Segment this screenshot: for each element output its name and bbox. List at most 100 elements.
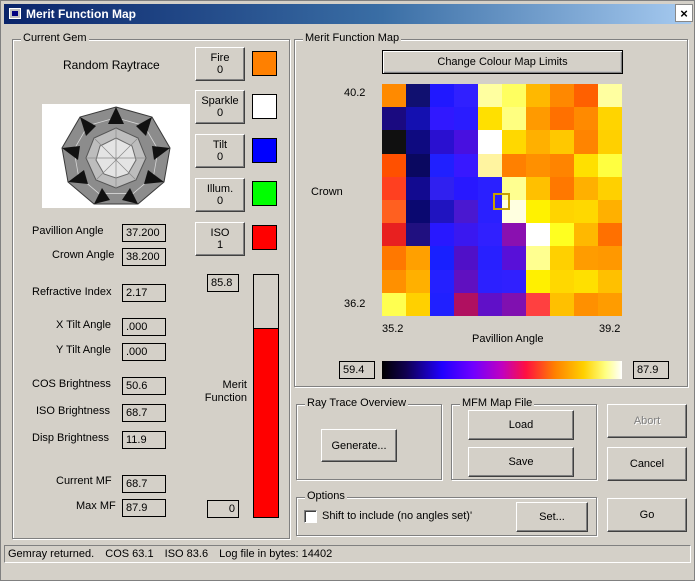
heatmap-cell[interactable]	[598, 223, 622, 247]
heatmap-cell[interactable]	[550, 176, 574, 200]
heatmap-cell[interactable]	[550, 153, 574, 177]
heatmap-cell[interactable]	[598, 84, 622, 108]
illum-weight-button[interactable]: Illum. 0	[195, 178, 245, 212]
heatmap-cell[interactable]	[574, 223, 598, 247]
heatmap-cell[interactable]	[430, 107, 454, 131]
heatmap-cell[interactable]	[382, 153, 406, 177]
iso-weight-button[interactable]: ISO 1	[195, 222, 245, 256]
heatmap-cell[interactable]	[454, 107, 478, 131]
heatmap-cell[interactable]	[454, 292, 478, 316]
load-button[interactable]: Load	[468, 410, 574, 440]
heatmap-cell[interactable]	[430, 269, 454, 293]
heatmap-cell[interactable]	[478, 153, 502, 177]
set-button[interactable]: Set...	[516, 502, 588, 532]
heatmap-cell[interactable]	[502, 153, 526, 177]
heatmap-cell[interactable]	[598, 246, 622, 270]
heatmap-cell[interactable]	[526, 84, 550, 108]
heatmap-cell[interactable]	[526, 107, 550, 131]
heatmap-cell[interactable]	[574, 176, 598, 200]
heatmap-cell[interactable]	[598, 200, 622, 224]
generate-button[interactable]: Generate...	[321, 429, 397, 462]
heatmap-cell[interactable]	[574, 153, 598, 177]
heatmap-cell[interactable]	[526, 200, 550, 224]
heatmap-cell[interactable]	[526, 269, 550, 293]
heatmap-cell[interactable]	[454, 176, 478, 200]
heatmap-cell[interactable]	[502, 269, 526, 293]
heatmap-cell[interactable]	[478, 200, 502, 224]
heatmap-cell[interactable]	[526, 130, 550, 154]
fire-color-swatch[interactable]	[252, 51, 277, 76]
heatmap-cell[interactable]	[598, 130, 622, 154]
go-button[interactable]: Go	[607, 498, 687, 532]
heatmap-cell[interactable]	[598, 269, 622, 293]
heatmap-cell[interactable]	[454, 130, 478, 154]
heatmap-cell[interactable]	[406, 153, 430, 177]
heatmap-cell[interactable]	[406, 107, 430, 131]
heatmap-cell[interactable]	[406, 176, 430, 200]
cancel-button[interactable]: Cancel	[607, 447, 687, 481]
heatmap-cell[interactable]	[478, 107, 502, 131]
heatmap-cell[interactable]	[382, 176, 406, 200]
heatmap-cell[interactable]	[502, 107, 526, 131]
fire-weight-button[interactable]: Fire 0	[195, 47, 245, 81]
merit-function-heatmap[interactable]	[382, 84, 622, 316]
sparkle-weight-button[interactable]: Sparkle 0	[195, 90, 245, 124]
heatmap-cell[interactable]	[478, 269, 502, 293]
heatmap-cell[interactable]	[550, 200, 574, 224]
heatmap-cell[interactable]	[478, 292, 502, 316]
heatmap-cell[interactable]	[598, 176, 622, 200]
heatmap-cell[interactable]	[454, 223, 478, 247]
heatmap-cell[interactable]	[550, 84, 574, 108]
heatmap-cell[interactable]	[526, 223, 550, 247]
heatmap-cell[interactable]	[406, 292, 430, 316]
heatmap-cell[interactable]	[502, 246, 526, 270]
heatmap-cell[interactable]	[574, 200, 598, 224]
heatmap-cell[interactable]	[502, 130, 526, 154]
heatmap-cell[interactable]	[598, 292, 622, 316]
iso-color-swatch[interactable]	[252, 225, 277, 250]
heatmap-cell[interactable]	[430, 246, 454, 270]
heatmap-cell[interactable]	[406, 84, 430, 108]
heatmap-cell[interactable]	[430, 84, 454, 108]
heatmap-cell[interactable]	[406, 200, 430, 224]
heatmap-cell[interactable]	[598, 107, 622, 131]
heatmap-cell[interactable]	[382, 200, 406, 224]
heatmap-cell[interactable]	[550, 292, 574, 316]
heatmap-cell[interactable]	[574, 84, 598, 108]
heatmap-cell[interactable]	[478, 84, 502, 108]
change-colour-map-limits-button[interactable]: Change Colour Map Limits	[382, 50, 623, 74]
heatmap-cell[interactable]	[502, 84, 526, 108]
heatmap-cell[interactable]	[382, 269, 406, 293]
heatmap-cell[interactable]	[574, 107, 598, 131]
heatmap-cell[interactable]	[550, 107, 574, 131]
heatmap-cell[interactable]	[454, 153, 478, 177]
heatmap-cell[interactable]	[454, 269, 478, 293]
save-button[interactable]: Save	[468, 447, 574, 477]
heatmap-cell[interactable]	[598, 153, 622, 177]
heatmap-cell[interactable]	[406, 246, 430, 270]
heatmap-cell[interactable]	[478, 246, 502, 270]
tilt-color-swatch[interactable]	[252, 138, 277, 163]
heatmap-cell[interactable]	[430, 130, 454, 154]
heatmap-cell[interactable]	[550, 246, 574, 270]
shift-include-checkbox[interactable]	[304, 510, 317, 523]
heatmap-cell[interactable]	[526, 153, 550, 177]
close-button[interactable]: ×	[675, 4, 693, 22]
tilt-weight-button[interactable]: Tilt 0	[195, 134, 245, 168]
heatmap-cell[interactable]	[382, 223, 406, 247]
heatmap-cell[interactable]	[526, 246, 550, 270]
heatmap-cell[interactable]	[526, 176, 550, 200]
heatmap-cell[interactable]	[406, 269, 430, 293]
heatmap-cell[interactable]	[382, 246, 406, 270]
heatmap-cell[interactable]	[550, 223, 574, 247]
heatmap-cell[interactable]	[430, 176, 454, 200]
heatmap-cell[interactable]	[382, 292, 406, 316]
heatmap-cell[interactable]	[382, 107, 406, 131]
heatmap-cell[interactable]	[406, 130, 430, 154]
abort-button[interactable]: Abort	[607, 404, 687, 438]
heatmap-cell[interactable]	[382, 84, 406, 108]
heatmap-cell[interactable]	[574, 130, 598, 154]
heatmap-cell[interactable]	[478, 223, 502, 247]
heatmap-cell[interactable]	[550, 269, 574, 293]
heatmap-cell[interactable]	[454, 84, 478, 108]
